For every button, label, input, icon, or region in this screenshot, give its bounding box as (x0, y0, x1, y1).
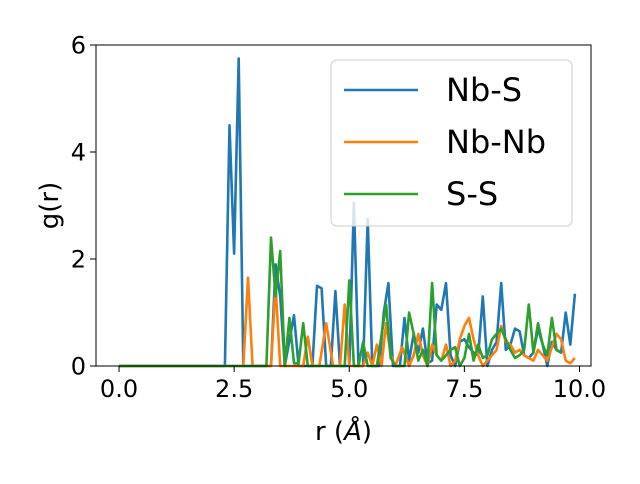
legend-label-s-s: S-S (446, 175, 498, 213)
legend-label-nb-nb: Nb-Nb (446, 123, 546, 161)
y-axis-label: g(r) (35, 182, 65, 229)
y-tick-label: 0 (71, 353, 86, 381)
y-axis-ticks: 0 2 4 6 (71, 32, 96, 381)
legend-label-nb-s: Nb-S (446, 71, 522, 109)
legend: Nb-S Nb-Nb S-S (330, 59, 573, 227)
x-axis-ticks: 0.0 2.5 5.0 7.5 10.0 (100, 366, 606, 403)
legend-box (330, 59, 573, 227)
y-tick-label: 4 (71, 139, 86, 167)
x-tick-label: 0.0 (100, 375, 138, 403)
x-tick-label: 5.0 (330, 375, 368, 403)
axes-frame (95, 44, 592, 367)
y-tick-label: 6 (71, 32, 86, 60)
x-tick-label: 10.0 (553, 375, 606, 403)
x-tick-label: 2.5 (215, 375, 253, 403)
series-line-nb-nb (119, 276, 576, 368)
x-axis-label: r (Å) (315, 415, 372, 447)
x-tick-label: 7.5 (445, 375, 483, 403)
series-line-s-s (119, 236, 562, 368)
y-tick-label: 2 (71, 246, 86, 274)
